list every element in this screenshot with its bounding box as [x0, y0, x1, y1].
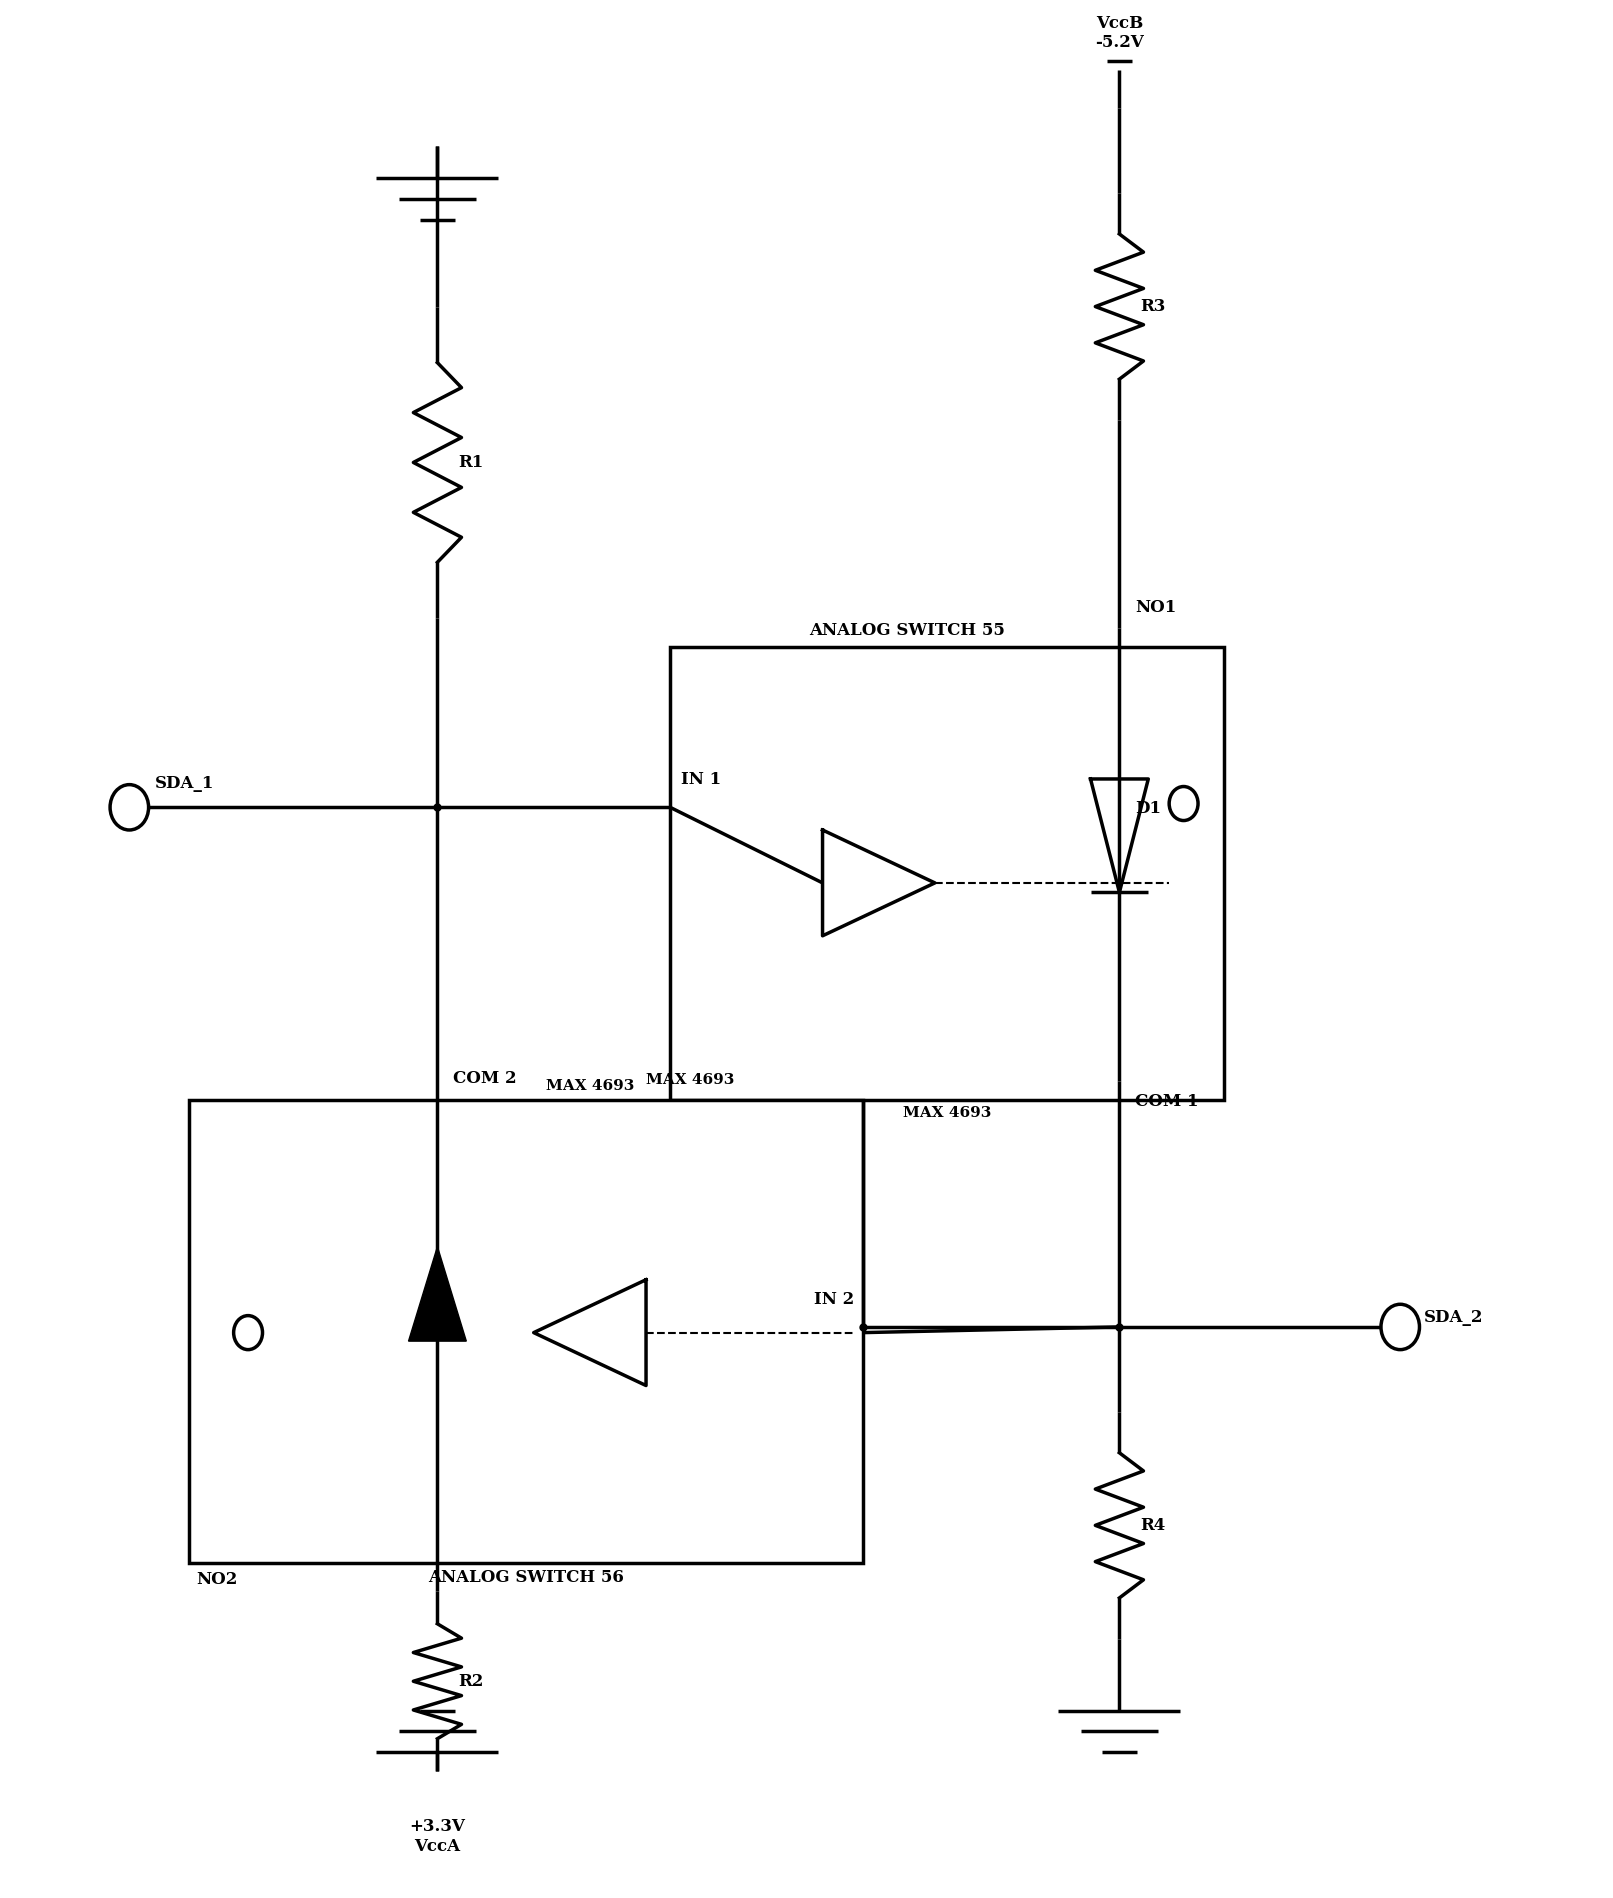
Text: COM 2: COM 2 — [453, 1070, 518, 1088]
Text: R2: R2 — [458, 1672, 484, 1689]
Text: SDA_2: SDA_2 — [1424, 1310, 1484, 1327]
Text: MAX 4693: MAX 4693 — [903, 1107, 990, 1120]
Text: MAX 4693: MAX 4693 — [647, 1072, 734, 1088]
Text: VccB
-5.2V: VccB -5.2V — [1095, 15, 1144, 51]
Text: R4: R4 — [1140, 1517, 1166, 1534]
Text: R3: R3 — [1140, 298, 1166, 315]
Text: IN 2: IN 2 — [815, 1291, 855, 1308]
Text: COM 1: COM 1 — [1136, 1093, 1198, 1110]
Text: ANALOG SWITCH 56: ANALOG SWITCH 56 — [427, 1570, 624, 1587]
Text: NO1: NO1 — [1136, 600, 1177, 617]
Bar — [669, 647, 1224, 1101]
Text: R1: R1 — [458, 454, 484, 471]
Text: SDA_1: SDA_1 — [155, 774, 215, 791]
Text: MAX 4693: MAX 4693 — [545, 1078, 634, 1093]
Polygon shape — [408, 1247, 466, 1342]
Text: +3.3V
VccA: +3.3V VccA — [410, 1818, 466, 1854]
Text: ANALOG SWITCH 55: ANALOG SWITCH 55 — [808, 623, 1005, 640]
Text: IN 1: IN 1 — [681, 771, 721, 788]
Text: NO2: NO2 — [197, 1572, 239, 1589]
Text: D1: D1 — [1136, 799, 1161, 816]
Bar — [189, 1101, 863, 1564]
